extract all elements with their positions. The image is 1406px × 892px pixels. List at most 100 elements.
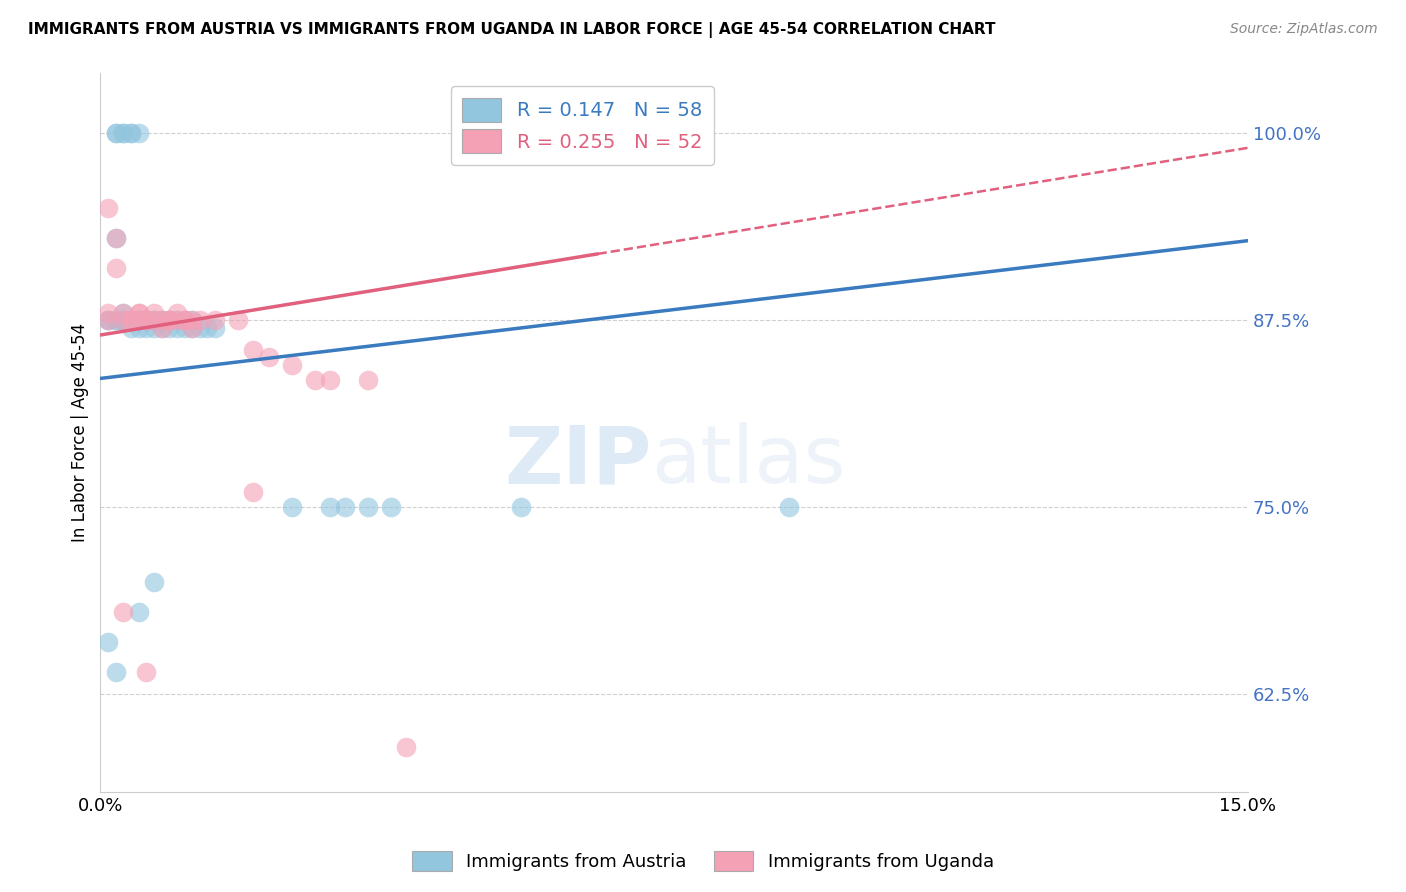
Legend: R = 0.147   N = 58, R = 0.255   N = 52: R = 0.147 N = 58, R = 0.255 N = 52 — [451, 87, 714, 165]
Point — [97, 201, 120, 215]
Point — [150, 313, 173, 327]
Point — [624, 126, 647, 140]
Point — [173, 313, 195, 327]
Point — [510, 500, 533, 515]
Text: atlas: atlas — [651, 422, 845, 500]
Point — [157, 313, 180, 327]
Point — [280, 358, 302, 372]
Point — [112, 126, 135, 140]
Point — [166, 305, 188, 319]
Point — [181, 320, 204, 334]
Point — [135, 320, 157, 334]
Point — [181, 313, 204, 327]
Point — [128, 313, 150, 327]
Point — [173, 313, 195, 327]
Point — [104, 313, 127, 327]
Point — [173, 320, 195, 334]
Point — [104, 260, 127, 275]
Point — [104, 665, 127, 679]
Point — [112, 305, 135, 319]
Point — [97, 305, 120, 319]
Point — [150, 313, 173, 327]
Point — [181, 320, 204, 334]
Point — [97, 313, 120, 327]
Y-axis label: In Labor Force | Age 45-54: In Labor Force | Age 45-54 — [72, 323, 89, 541]
Point — [135, 665, 157, 679]
Point — [197, 320, 219, 334]
Point — [142, 313, 165, 327]
Point — [120, 126, 142, 140]
Point — [135, 313, 157, 327]
Point — [157, 320, 180, 334]
Point — [333, 500, 356, 515]
Point — [128, 313, 150, 327]
Point — [142, 575, 165, 590]
Point — [112, 305, 135, 319]
Point — [104, 230, 127, 244]
Point — [135, 313, 157, 327]
Text: ZIP: ZIP — [503, 422, 651, 500]
Point — [97, 313, 120, 327]
Point — [97, 635, 120, 649]
Point — [150, 320, 173, 334]
Point — [142, 320, 165, 334]
Point — [242, 343, 264, 357]
Point — [112, 313, 135, 327]
Point — [778, 500, 800, 515]
Point — [150, 313, 173, 327]
Point — [135, 313, 157, 327]
Point — [357, 373, 380, 387]
Point — [319, 500, 342, 515]
Point — [204, 320, 226, 334]
Point — [128, 305, 150, 319]
Point — [166, 313, 188, 327]
Point — [112, 313, 135, 327]
Point — [280, 500, 302, 515]
Point — [104, 313, 127, 327]
Point — [104, 230, 127, 244]
Point — [120, 313, 142, 327]
Point — [112, 313, 135, 327]
Point — [166, 320, 188, 334]
Text: Source: ZipAtlas.com: Source: ZipAtlas.com — [1230, 22, 1378, 37]
Point — [357, 500, 380, 515]
Point — [395, 739, 418, 754]
Point — [128, 605, 150, 619]
Point — [142, 313, 165, 327]
Point — [128, 313, 150, 327]
Point — [204, 313, 226, 327]
Point — [128, 313, 150, 327]
Point — [120, 126, 142, 140]
Point — [120, 313, 142, 327]
Point — [120, 313, 142, 327]
Point — [380, 500, 402, 515]
Point — [226, 313, 249, 327]
Point — [97, 313, 120, 327]
Point — [112, 126, 135, 140]
Point — [112, 605, 135, 619]
Point — [188, 320, 211, 334]
Point — [150, 320, 173, 334]
Point — [135, 313, 157, 327]
Point — [142, 313, 165, 327]
Point — [188, 313, 211, 327]
Point — [135, 313, 157, 327]
Point — [128, 126, 150, 140]
Point — [257, 351, 280, 365]
Point — [304, 373, 326, 387]
Point — [128, 320, 150, 334]
Point — [120, 320, 142, 334]
Point — [242, 485, 264, 500]
Legend: Immigrants from Austria, Immigrants from Uganda: Immigrants from Austria, Immigrants from… — [405, 844, 1001, 879]
Point — [157, 313, 180, 327]
Point — [128, 305, 150, 319]
Point — [104, 126, 127, 140]
Point — [104, 126, 127, 140]
Point — [181, 313, 204, 327]
Point — [120, 313, 142, 327]
Point — [319, 373, 342, 387]
Point — [142, 305, 165, 319]
Point — [157, 313, 180, 327]
Point — [173, 313, 195, 327]
Text: IMMIGRANTS FROM AUSTRIA VS IMMIGRANTS FROM UGANDA IN LABOR FORCE | AGE 45-54 COR: IMMIGRANTS FROM AUSTRIA VS IMMIGRANTS FR… — [28, 22, 995, 38]
